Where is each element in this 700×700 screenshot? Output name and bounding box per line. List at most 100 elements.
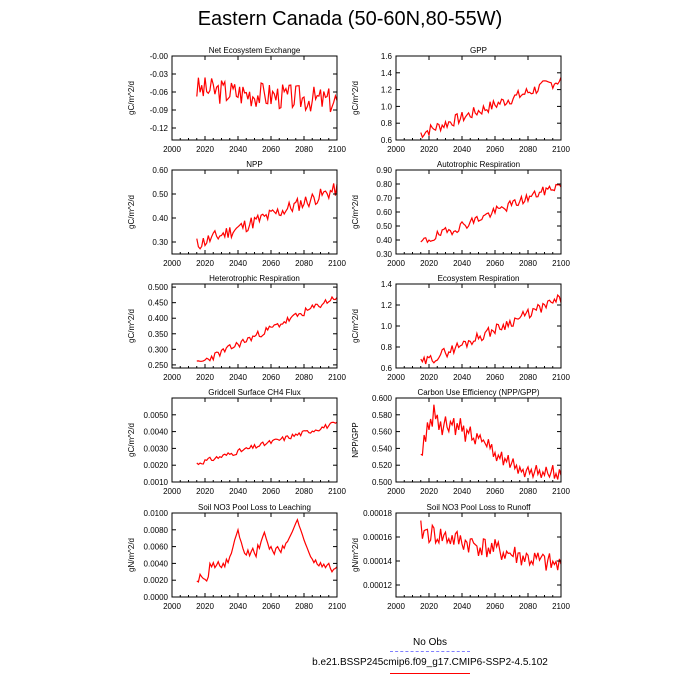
panel-title: Autotrophic Respiration (437, 160, 520, 169)
y-tick-label: 1.6 (381, 52, 393, 61)
y-tick-label: 0.60 (152, 166, 168, 175)
y-tick-label: 0.400 (148, 314, 169, 323)
y-tick-label: -0.12 (150, 124, 169, 133)
x-tick-label: 2000 (387, 487, 405, 496)
y-tick-label: 0.350 (148, 330, 169, 339)
y-axis-label: NPP/GPP (351, 422, 360, 458)
x-tick-label: 2040 (453, 373, 471, 382)
y-axis-label: gN/m^2/d (127, 538, 136, 572)
panel-title: GPP (470, 46, 487, 55)
y-tick-label: 0.0020 (144, 461, 169, 470)
y-tick-label: 1.4 (381, 69, 393, 78)
plot-frame (395, 283, 562, 369)
y-tick-label: 0.0040 (144, 428, 169, 437)
y-tick-label: 0.520 (372, 461, 393, 470)
x-tick-label: 2020 (420, 487, 438, 496)
y-tick-label: 0.00016 (363, 533, 392, 542)
y-tick-label: 0.90 (376, 166, 392, 175)
y-tick-label: 0.8 (381, 343, 393, 352)
x-tick-label: 2040 (229, 602, 247, 611)
series-line (196, 421, 338, 466)
x-tick-label: 2020 (420, 602, 438, 611)
series-line (420, 293, 562, 365)
y-tick-label: 0.580 (372, 411, 393, 420)
x-tick-label: 2100 (552, 259, 570, 268)
x-tick-label: 2020 (196, 373, 214, 382)
y-tick-label: 0.30 (376, 250, 392, 259)
y-tick-label: 1.4 (381, 280, 393, 289)
y-tick-label: 1.0 (381, 102, 393, 111)
plot-frame (395, 55, 562, 141)
y-tick-label: 0.70 (376, 194, 392, 203)
y-tick-label: 0.30 (152, 238, 168, 247)
panel-title: Gridcell Surface CH4 Flux (208, 388, 300, 397)
x-tick-label: 2080 (519, 487, 537, 496)
x-tick-label: 2060 (486, 373, 504, 382)
x-tick-label: 2100 (552, 487, 570, 496)
y-tick-label: 0.00012 (363, 581, 392, 590)
y-tick-label: 1.0 (381, 322, 393, 331)
series-line (196, 77, 338, 113)
x-tick-label: 2100 (328, 487, 346, 496)
y-tick-label: 0.600 (372, 394, 393, 403)
y-tick-label: 0.450 (148, 299, 169, 308)
figure-title: Eastern Canada (50-60N,80-55W) (197, 8, 503, 30)
x-tick-label: 2000 (163, 602, 181, 611)
series-line (420, 404, 562, 480)
y-tick-label: 0.500 (372, 478, 393, 487)
series-line (196, 183, 338, 250)
series-line (420, 77, 562, 139)
y-axis-label: gC/m^2/d (351, 309, 360, 343)
x-tick-label: 2000 (387, 373, 405, 382)
panel-title: NPP (246, 160, 262, 169)
x-tick-label: 2040 (453, 145, 471, 154)
y-tick-label: 0.50 (376, 222, 392, 231)
x-tick-label: 2100 (552, 373, 570, 382)
y-axis-label: gC/m^2/d (127, 309, 136, 343)
x-tick-label: 2040 (229, 373, 247, 382)
x-tick-label: 2040 (453, 602, 471, 611)
x-tick-label: 2080 (519, 602, 537, 611)
x-tick-label: 2040 (453, 487, 471, 496)
x-tick-label: 2020 (196, 145, 214, 154)
x-tick-label: 2060 (486, 259, 504, 268)
x-tick-label: 2060 (262, 373, 280, 382)
x-tick-label: 2020 (420, 373, 438, 382)
x-tick-label: 2020 (196, 487, 214, 496)
y-tick-label: 0.8 (381, 119, 393, 128)
y-tick-label: 0.0030 (144, 444, 169, 453)
x-tick-label: 2020 (196, 602, 214, 611)
x-tick-label: 2080 (295, 602, 313, 611)
plot-frame (171, 283, 338, 369)
y-axis-label: gC/m^2/d (127, 81, 136, 115)
x-tick-label: 2100 (552, 145, 570, 154)
y-tick-label: 0.40 (152, 214, 168, 223)
x-tick-label: 2040 (229, 259, 247, 268)
y-tick-label: 0.0000 (144, 593, 169, 602)
x-tick-label: 2060 (262, 145, 280, 154)
x-tick-label: 2080 (519, 373, 537, 382)
x-tick-label: 2000 (387, 259, 405, 268)
x-tick-label: 2080 (295, 487, 313, 496)
series-line (196, 518, 338, 583)
x-tick-label: 2000 (163, 259, 181, 268)
x-tick-label: 2060 (486, 487, 504, 496)
x-tick-label: 2000 (387, 602, 405, 611)
y-tick-label: 0.0010 (144, 478, 169, 487)
y-axis-label: gC/m^2/d (351, 81, 360, 115)
x-tick-label: 2100 (328, 373, 346, 382)
panel-title: Net Ecosystem Exchange (209, 46, 301, 55)
x-tick-label: 2040 (229, 145, 247, 154)
y-tick-label: 0.560 (372, 428, 393, 437)
x-tick-label: 2080 (519, 259, 537, 268)
x-tick-label: 2060 (486, 145, 504, 154)
y-tick-label: 0.60 (376, 208, 392, 217)
y-tick-label: 0.00018 (363, 509, 392, 518)
y-tick-label: 0.6 (381, 136, 393, 145)
y-tick-label: 0.0060 (144, 543, 169, 552)
x-tick-label: 2000 (163, 487, 181, 496)
x-tick-label: 2000 (163, 145, 181, 154)
y-tick-label: 0.6 (381, 364, 393, 373)
panel-title: Heterotrophic Respiration (209, 274, 300, 283)
panel-title: Soil NO3 Pool Loss to Leaching (198, 503, 311, 512)
